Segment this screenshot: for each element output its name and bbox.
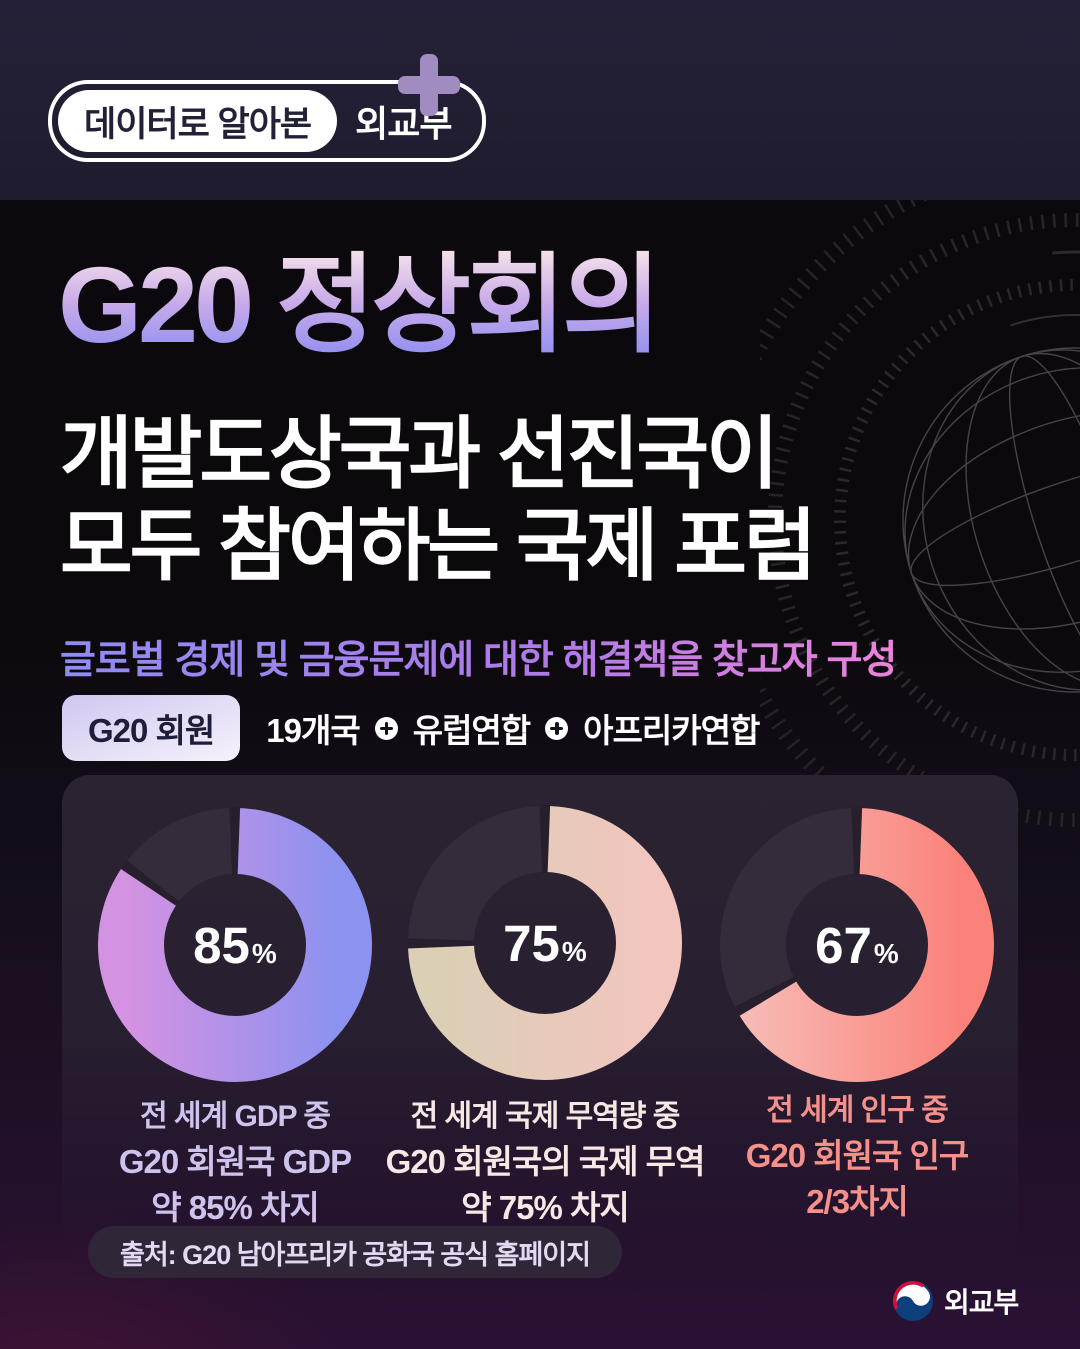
caption-population: 전 세계 인구 중 G20 회원국 인구 2/3차지 [745,1094,970,1221]
hero-subtitle-line1: 개발도상국과 선진국이 [60,409,779,498]
hero-description: 글로벌 경제 및 금융문제에 대한 해결책을 찾고자 구성 [60,629,960,685]
donut-chart-trade-svg [407,805,683,1081]
donut-chart-trade: 75 % [405,803,685,1083]
donut-value-gdp: 85 % [193,916,277,974]
header-badge: 데이터로 알아본 외교부 [48,80,486,162]
caption-gdp: 전 세계 GDP 중 G20 회원국 GDP 약 85% 차지 [118,1100,352,1227]
circled-plus-icon [374,716,398,740]
hero-subtitle-line2: 모두 참여하는 국제 포럼 [60,501,817,591]
members-item-1: 19개국 [266,712,360,749]
mofa-emblem-icon [892,1280,934,1322]
donut-chart-gdp: 85 % [95,805,375,1085]
circled-plus-icon [545,716,569,740]
donut-value-population: 67 % [815,916,899,974]
footer-org-label: 외교부 [944,1287,1019,1318]
footer-brand: 외교부 [892,1280,1019,1322]
members-item-3: 아프리카연합 [583,712,760,749]
caption-trade: 전 세계 국제 무역량 중 G20 회원국의 국제 무역 약 75% 차지 [385,1100,706,1227]
plus-icon [398,54,460,116]
donut-value-trade: 75 % [503,914,587,972]
hero-subtitle: 개발도상국과 선진국이 모두 참여하는 국제 포럼 [60,408,960,593]
header-badge-left: 데이터로 알아본 [58,90,338,152]
donut-chart-gdp-svg [97,807,373,1083]
members-item-2: 유럽연합 [412,712,531,749]
members-list: 19개국 유럽연합 아프리카연합 [266,704,760,752]
members-row: G20 회원 19개국 유럽연합 아프리카연합 [62,695,760,761]
source-note: 출처: G20 남아프리카 공화국 공식 홈페이지 [88,1226,622,1278]
donut-chart-population-svg [719,807,995,1083]
donut-chart-population: 67 % [717,805,997,1085]
globe-wireframe-decoration [760,200,1080,860]
page-title: G20 정상회의 [58,248,918,362]
members-badge: G20 회원 [62,695,241,761]
